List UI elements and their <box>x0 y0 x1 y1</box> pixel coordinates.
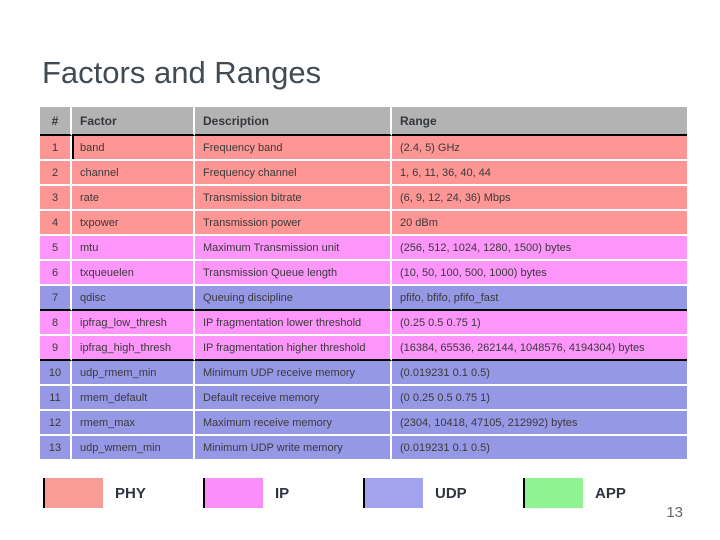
legend-item-udp: UDP <box>363 478 523 508</box>
cell-range: (0 0.25 0.5 0.75 1) <box>392 386 687 411</box>
column-header-description: Description <box>195 107 392 136</box>
cell-num: 13 <box>40 436 72 461</box>
cell-description: Minimum UDP receive memory <box>195 361 392 386</box>
legend-swatch-phy <box>43 478 103 508</box>
legend: PHY IP UDP APP <box>43 478 683 508</box>
page-number: 13 <box>666 504 683 521</box>
table-row: 3 rate Transmission bitrate (6, 9, 12, 24, … <box>40 186 687 211</box>
cell-description: IP fragmentation lower threshold <box>195 311 392 336</box>
table-row: 7 qdisc Queuing discipline pfifo, bfifo, pf… <box>40 286 687 311</box>
legend-item-label: PHY <box>115 484 146 502</box>
cell-num: 9 <box>40 336 72 361</box>
cell-range: (6, 9, 12, 24, 36) Mbps <box>392 186 687 211</box>
cell-factor: rmem_default <box>72 386 195 411</box>
cell-range: (16384, 65536, 262144, 1048576, 4194304)… <box>392 336 687 361</box>
cell-description: Minimum UDP write memory <box>195 436 392 461</box>
cell-factor: ipfrag_high_thresh <box>72 336 195 361</box>
cell-range: 20 dBm <box>392 211 687 236</box>
cell-num: 7 <box>40 286 72 311</box>
table-row: 8 ipfrag_low_thresh IP fragmentation lower… <box>40 311 687 336</box>
legend-item-label: APP <box>595 484 626 502</box>
cell-factor: channel <box>72 161 195 186</box>
cell-range: (0.25 0.5 0.75 1) <box>392 311 687 336</box>
cell-num: 2 <box>40 161 72 186</box>
cell-description: Queuing discipline <box>195 286 392 311</box>
cell-num: 8 <box>40 311 72 336</box>
legend-swatch-udp <box>363 478 423 508</box>
cell-description: IP fragmentation higher threshold <box>195 336 392 361</box>
cell-description: Transmission Queue length <box>195 261 392 286</box>
cell-description: Maximum Transmission unit <box>195 236 392 261</box>
cell-range: (2.4, 5) GHz <box>392 136 687 161</box>
table-row: 2 channel Frequency channel 1, 6, 11, 36, 4… <box>40 161 687 186</box>
table-header-row: # Factor Description Range <box>40 107 687 136</box>
cell-description: Maximum receive memory <box>195 411 392 436</box>
legend-item-app: APP <box>523 478 683 508</box>
cell-description: Frequency band <box>195 136 392 161</box>
cell-factor: band <box>72 136 195 161</box>
cell-range: 1, 6, 11, 36, 40, 44 <box>392 161 687 186</box>
column-header-num: # <box>40 107 72 136</box>
cell-factor: qdisc <box>72 286 195 311</box>
cell-range: (10, 50, 100, 500, 1000) bytes <box>392 261 687 286</box>
table-row: 11 rmem_default Default receive memory (0 0… <box>40 386 687 411</box>
legend-item-label: IP <box>275 484 290 502</box>
cell-factor: txqueuelen <box>72 261 195 286</box>
cell-num: 5 <box>40 236 72 261</box>
cell-factor: udp_wmem_min <box>72 436 195 461</box>
table-row: 10 udp_rmem_min Minimum UDP receive memory… <box>40 361 687 386</box>
cell-description: Frequency channel <box>195 161 392 186</box>
table-row: 5 mtu Maximum Transmission unit (256, 512, … <box>40 236 687 261</box>
table-row: 9 ipfrag_high_thresh IP fragmentation high… <box>40 336 687 361</box>
cell-num: 4 <box>40 211 72 236</box>
cell-range: (0.019231 0.1 0.5) <box>392 436 687 461</box>
cell-range: (2304, 10418, 47105, 212992) bytes <box>392 411 687 436</box>
cell-factor: rate <box>72 186 195 211</box>
legend-swatch-app <box>523 478 583 508</box>
table-body: 1 band Frequency band (2.4, 5) GHz 2 channel F… <box>40 136 687 461</box>
cell-description: Default receive memory <box>195 386 392 411</box>
column-header-range: Range <box>392 107 687 136</box>
cell-num: 3 <box>40 186 72 211</box>
cell-num: 6 <box>40 261 72 286</box>
cell-num: 12 <box>40 411 72 436</box>
cell-num: 1 <box>40 136 72 161</box>
page-title: Factors and Ranges <box>42 55 322 90</box>
table-row: 13 udp_wmem_min Minimum UDP write memory (0… <box>40 436 687 461</box>
table-row: 6 txqueuelen Transmission Queue length (10,… <box>40 261 687 286</box>
cell-description: Transmission power <box>195 211 392 236</box>
column-header-factor: Factor <box>72 107 195 136</box>
legend-item-ip: IP <box>203 478 363 508</box>
cell-description: Transmission bitrate <box>195 186 392 211</box>
factors-table: # Factor Description Range 1 band Frequency b… <box>40 107 687 461</box>
cell-factor: udp_rmem_min <box>72 361 195 386</box>
table-row: 4 txpower Transmission power 20 dBm <box>40 211 687 236</box>
legend-swatch-ip <box>203 478 263 508</box>
cell-range: (256, 512, 1024, 1280, 1500) bytes <box>392 236 687 261</box>
legend-item-phy: PHY <box>43 478 203 508</box>
legend-item-label: UDP <box>435 484 467 502</box>
cell-num: 11 <box>40 386 72 411</box>
table-row: 1 band Frequency band (2.4, 5) GHz <box>40 136 687 161</box>
cell-range: (0.019231 0.1 0.5) <box>392 361 687 386</box>
table-row: 12 rmem_max Maximum receive memory (2304, 1… <box>40 411 687 436</box>
cell-factor: txpower <box>72 211 195 236</box>
cell-factor: ipfrag_low_thresh <box>72 311 195 336</box>
cell-num: 10 <box>40 361 72 386</box>
cell-range: pfifo, bfifo, pfifo_fast <box>392 286 687 311</box>
cell-factor: rmem_max <box>72 411 195 436</box>
cell-factor: mtu <box>72 236 195 261</box>
